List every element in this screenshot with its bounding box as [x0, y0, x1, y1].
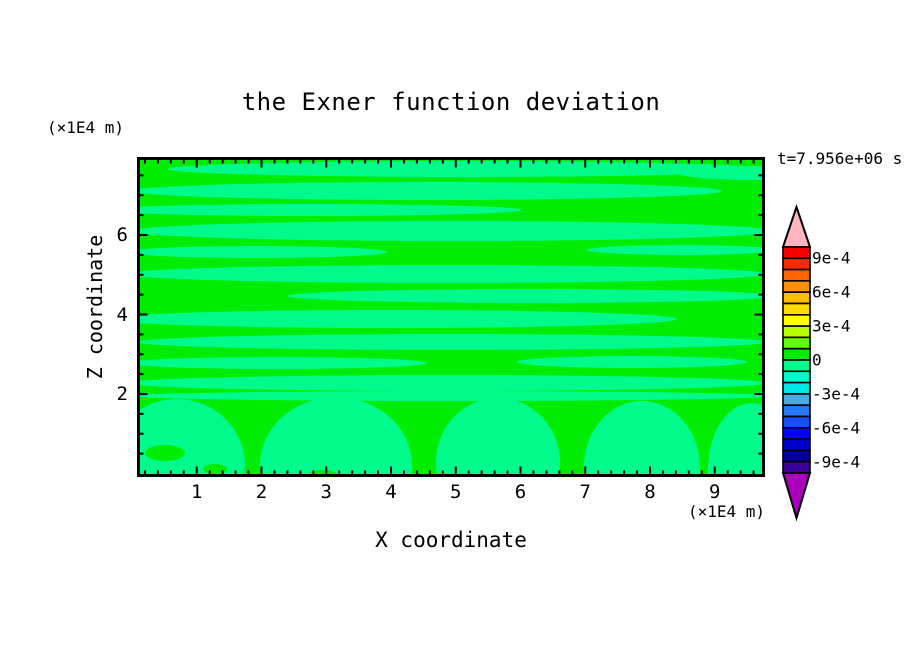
colorbar-segment: [782, 347, 811, 361]
x-tick-label: 4: [385, 481, 397, 503]
y-axis-unit-label: (×1E4 m): [47, 118, 125, 137]
x-axis-unit-label: (×1E4 m): [688, 502, 766, 521]
x-tick-label: 9: [709, 481, 721, 503]
colorbar-level-label: 6e-4: [812, 282, 851, 302]
colorbar-under-arrow: [781, 472, 812, 522]
colorbar-segment: [782, 268, 811, 282]
colorbar-segment: [782, 415, 811, 429]
colorbar-segment: [782, 325, 811, 339]
x-tick-label: 2: [255, 481, 268, 503]
colorbar-segment: [782, 359, 811, 373]
x-tick-label: 5: [450, 481, 462, 503]
x-axis-title: X coordinate: [375, 528, 527, 552]
x-tick-label: 6: [514, 481, 527, 503]
y-tick-label: 4: [116, 303, 128, 326]
timestamp-label: t=7.956e+06 s: [777, 149, 903, 168]
colorbar-segment: [782, 246, 811, 260]
colorbar-segment: [782, 302, 811, 316]
colorbar-segment: [782, 291, 811, 305]
colorbar-segment: [782, 280, 811, 294]
colorbar-segment: [782, 460, 811, 474]
colorbar-level-label: 3e-4: [812, 316, 851, 336]
colorbar-segment: [782, 381, 811, 395]
x-tick-label: 7: [579, 481, 591, 503]
colorbar-level-label: -9e-4: [812, 452, 861, 472]
colorbar-segment: [782, 438, 811, 452]
contour-field: [138, 158, 764, 476]
colorbar-segment: [782, 427, 811, 440]
y-tick-label: 6: [116, 224, 128, 246]
colorbar-level-label: 9e-4: [812, 248, 851, 268]
colorbar-segment: [782, 257, 811, 271]
colorbar-segment: [782, 314, 811, 327]
y-tick-label: 2: [116, 383, 128, 405]
x-tick-label: 3: [320, 481, 332, 503]
colorbar-segment: [782, 336, 811, 350]
colorbar-segment: [782, 393, 811, 406]
colorbar-segment: [782, 404, 811, 418]
colorbar-level-label: -3e-4: [812, 384, 861, 404]
colorbar-over-arrow: [781, 203, 812, 248]
colorbar-segment: [782, 370, 811, 384]
colorbar-svg: [781, 203, 812, 522]
chart-title: the Exner function deviation: [241, 88, 661, 116]
contour-plot-svg: [137, 157, 765, 477]
x-tick-label: 8: [644, 481, 656, 503]
x-tick-label: 1: [191, 481, 203, 503]
colorbar-level-label: 0: [812, 350, 822, 370]
colorbar-level-label: -6e-4: [812, 418, 861, 438]
colorbar-segment: [782, 449, 811, 463]
